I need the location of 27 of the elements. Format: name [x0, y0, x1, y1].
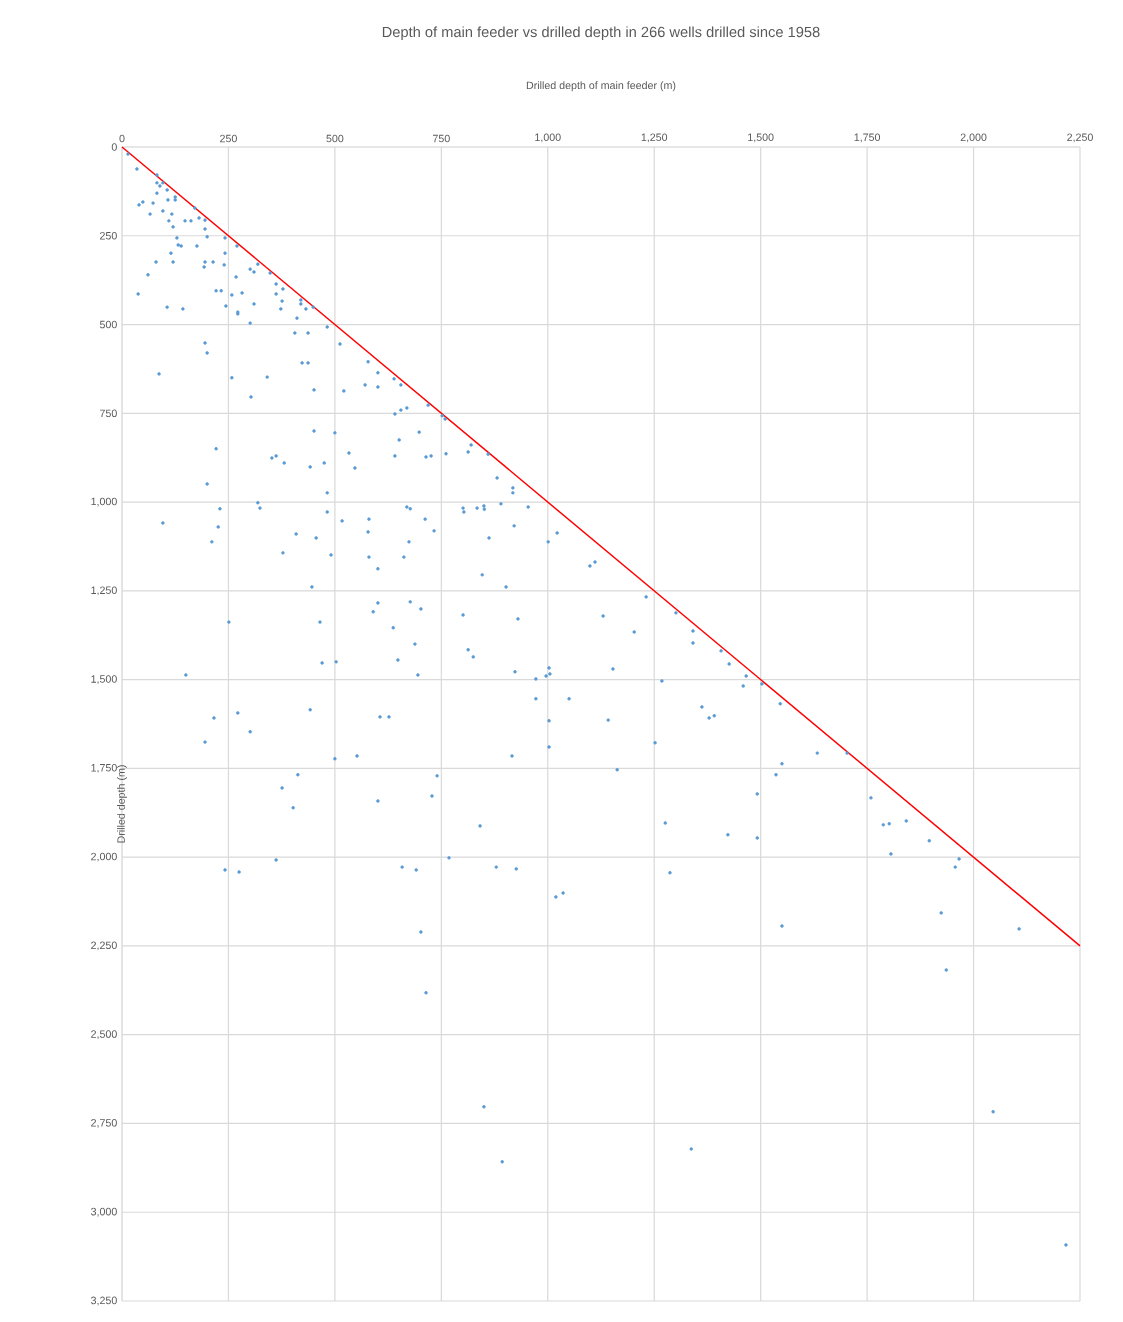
x-tick-label: 500 — [326, 134, 344, 143]
y-tick-label: 3,250 — [90, 1296, 117, 1306]
y-tick-label: 3,000 — [90, 1207, 117, 1217]
x-tick-label: 2,250 — [1067, 133, 1093, 143]
x-tick-label: 1,000 — [535, 133, 561, 143]
x-tick-label: 250 — [220, 134, 237, 143]
chart-title: Depth of main feeder vs drilled depth in 266 wells drilled since 1958 — [382, 26, 820, 41]
y-tick-label: 2,000 — [91, 852, 117, 862]
x-tick-label: 750 — [432, 134, 450, 143]
x-tick-label: 1,250 — [641, 133, 668, 143]
x-tick-label: 1,500 — [748, 133, 774, 143]
x-axis-title: Drilled depth of main feeder (m) — [526, 81, 676, 92]
y-tick-label: 1,000 — [91, 497, 117, 507]
y-tick-label: 2,250 — [91, 941, 117, 951]
x-tick-label: 0 — [119, 134, 125, 143]
y-tick-label: 1,500 — [91, 675, 117, 685]
y-tick-label: 750 — [100, 409, 117, 418]
y-tick-label: 250 — [100, 232, 117, 240]
x-tick-label: 2,000 — [960, 133, 987, 143]
y-tick-label: 0 — [111, 143, 117, 151]
y-tick-label: 2,500 — [91, 1030, 117, 1040]
y-tick-label: 1,250 — [91, 586, 117, 596]
y-axis-title: Drilled depth (m) — [117, 765, 127, 843]
x-tick-label: 1,750 — [854, 133, 881, 143]
y-tick-label: 500 — [99, 320, 117, 329]
y-tick-label: 2,750 — [91, 1119, 117, 1128]
y-tick-label: 1,750 — [91, 763, 117, 773]
